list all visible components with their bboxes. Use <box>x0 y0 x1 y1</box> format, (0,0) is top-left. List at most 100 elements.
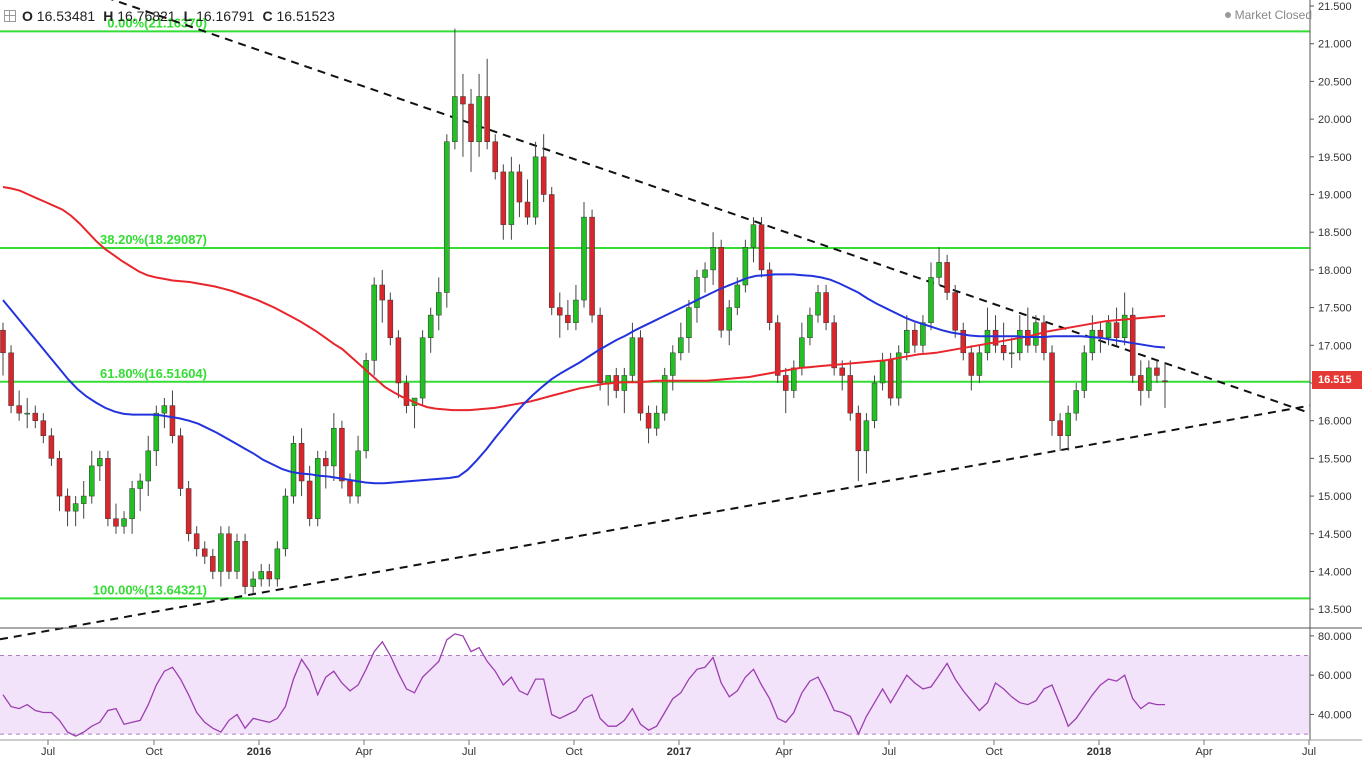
price-tick-label: 18.000 <box>1318 265 1352 277</box>
candle-body <box>645 412 652 429</box>
candle-body <box>40 420 47 437</box>
status-dot-icon <box>1224 12 1231 18</box>
candle-body <box>855 412 862 452</box>
price-tick-label: 15.000 <box>1318 491 1352 503</box>
time-tick-label: Oct <box>565 746 582 758</box>
candle-body <box>282 495 289 550</box>
candle-body <box>266 571 273 580</box>
candle-body <box>968 352 975 376</box>
candle-body <box>323 458 329 467</box>
candle-body <box>1162 380 1168 382</box>
time-tick-label: Apr <box>1195 746 1212 758</box>
candle-body <box>895 352 902 399</box>
candle-body <box>1129 314 1136 376</box>
candle-body <box>48 435 55 459</box>
candle-body <box>363 360 369 452</box>
candle-body <box>871 382 878 421</box>
time-tick-label: Oct <box>145 746 162 758</box>
candle-body <box>589 216 595 316</box>
high-value: H 16.76821 <box>103 8 176 24</box>
candle-body <box>395 337 402 384</box>
candle-body <box>274 548 281 580</box>
fib-label: 61.80%(16.51604) <box>100 366 207 381</box>
candle-body <box>64 495 71 512</box>
candle-body <box>484 96 490 142</box>
time-tick-label: Jul <box>882 746 896 758</box>
candle-body <box>678 337 684 354</box>
candle-body <box>210 556 216 572</box>
time-tick-label: 2016 <box>247 746 271 758</box>
candle-body <box>839 367 845 376</box>
candle-body <box>500 171 507 225</box>
candle-body <box>1057 420 1063 437</box>
time-tick-label: Apr <box>355 746 372 758</box>
price-tick-label: 21.500 <box>1318 1 1352 13</box>
candle-body <box>508 171 515 225</box>
ohlc-readout: O 16.53481 H 16.76821 L 16.16791 C 16.51523 <box>4 8 343 24</box>
candle-body <box>791 367 797 391</box>
candle-body <box>89 465 95 497</box>
sma-long-line <box>2 186 1166 412</box>
candle-body <box>1073 390 1079 414</box>
candle-body <box>16 405 22 414</box>
candle-body <box>904 329 910 354</box>
candle-body <box>347 480 353 497</box>
candle-body <box>306 480 313 519</box>
candle-body <box>403 382 410 406</box>
candle-body <box>331 427 337 467</box>
candle-body <box>734 284 741 308</box>
candle-body <box>371 284 377 361</box>
rsi-line <box>2 633 1165 737</box>
price-tick-label: 19.000 <box>1318 190 1352 202</box>
rsi-tick-label: 40.000 <box>1318 709 1352 721</box>
candle-body <box>887 360 894 399</box>
close-value: C 16.51523 <box>262 8 335 24</box>
candle-body <box>1138 375 1144 391</box>
candle-body <box>944 262 950 293</box>
rsi-tick-label: 80.000 <box>1318 631 1352 643</box>
candle-body <box>1154 367 1160 376</box>
candle-body <box>145 450 152 482</box>
candle-body <box>984 329 991 354</box>
candle-body <box>928 277 934 323</box>
candle-body <box>435 292 442 316</box>
low-value: L 16.16791 <box>183 8 255 24</box>
candle-body <box>581 216 587 301</box>
candle-body <box>750 224 757 248</box>
candle-body <box>831 322 837 369</box>
candle-body <box>121 518 127 527</box>
time-tick-label: Jul <box>1302 746 1316 758</box>
candle-body <box>258 571 264 580</box>
candle-body <box>379 284 386 301</box>
candle-body <box>879 360 886 384</box>
candle-body <box>823 292 829 323</box>
fib-label: 0.00%(21.16370) <box>107 15 207 30</box>
candle-body <box>476 96 482 142</box>
candle-body <box>298 443 305 482</box>
candle-body <box>105 458 111 519</box>
market-status: Market Closed <box>1224 8 1312 22</box>
last-price-tag: 16.515 <box>1312 371 1362 389</box>
candle-body <box>807 314 813 338</box>
candle-body <box>56 458 63 497</box>
candle-body <box>1008 352 1015 355</box>
candle-body <box>226 533 232 572</box>
candle-body <box>605 375 611 384</box>
candle-body <box>427 314 434 338</box>
candle-body <box>193 533 200 550</box>
candle-body <box>290 443 297 497</box>
price-tick-label: 19.500 <box>1318 152 1352 164</box>
candle-body <box>218 533 224 572</box>
candle-body <box>766 269 773 323</box>
candle-body <box>177 435 184 489</box>
fib-label: 38.20%(18.29087) <box>100 232 207 247</box>
candle-body <box>710 247 716 271</box>
time-tick-label: 2017 <box>667 746 691 758</box>
candle-body <box>242 541 248 587</box>
time-tick-label: Jul <box>462 746 476 758</box>
crosshair-icon[interactable] <box>4 10 16 22</box>
candle-body <box>758 224 765 271</box>
candle-body <box>97 458 103 467</box>
candle-body <box>1105 322 1112 338</box>
